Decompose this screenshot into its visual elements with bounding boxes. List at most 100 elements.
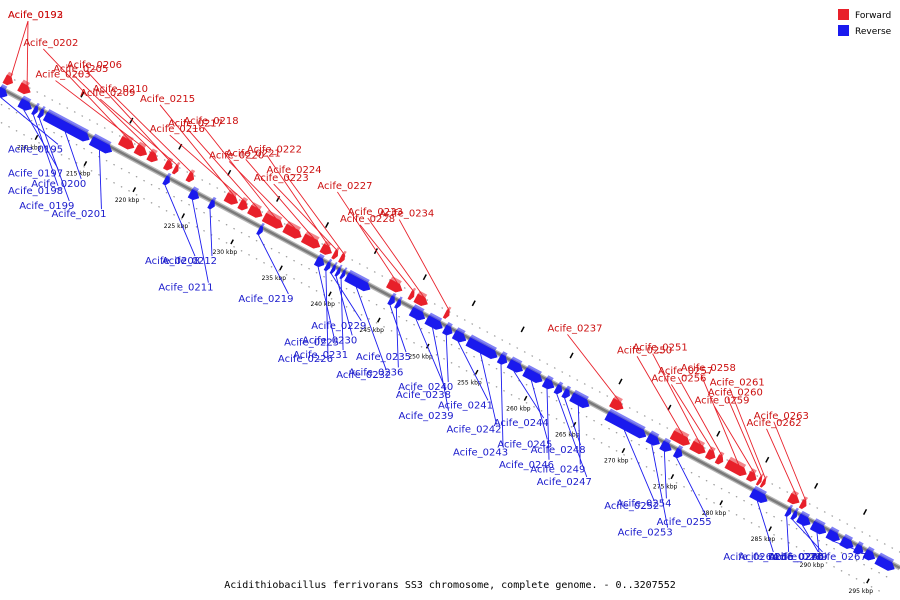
gene-top-face — [334, 262, 338, 266]
gene-top-face — [93, 133, 112, 146]
gene-label: Acife_0265 — [739, 552, 794, 563]
tick-mark-upper — [129, 117, 134, 124]
gene-arrow — [553, 384, 563, 395]
gene-acife_0223 — [331, 247, 340, 260]
tick-mark-upper — [422, 274, 427, 281]
label-leader — [415, 318, 447, 391]
gene-acife_0193 — [17, 79, 31, 95]
label-leader — [23, 109, 59, 169]
gene-label: Acife_0260 — [708, 387, 763, 398]
tick-mark — [866, 578, 870, 584]
gene-acife_0270 — [796, 510, 811, 527]
gene-arrow — [714, 454, 724, 465]
gene-acife_0264 — [749, 485, 768, 504]
gene-arrow — [496, 353, 508, 365]
gene-arrow — [344, 272, 371, 292]
gene-acife_0215 — [223, 189, 239, 205]
tick-mark-upper — [569, 352, 574, 359]
gene-label: Acife_0246 — [499, 460, 554, 471]
gene-top-face — [830, 526, 840, 534]
label-leader — [786, 516, 790, 553]
gene-acife_0220 — [282, 220, 302, 239]
gene-arrow — [874, 555, 895, 571]
gene-label: Acife_0261 — [710, 377, 765, 388]
tick-mark — [817, 552, 821, 558]
label-leader — [398, 219, 450, 311]
gene-arrow — [42, 111, 90, 142]
gene-label: Acife_0205 — [53, 64, 108, 75]
gene-label: Acife_0248 — [531, 445, 586, 456]
gene-acife_0211 — [187, 186, 200, 201]
gene-label: Acife_0230 — [302, 335, 357, 346]
gene-top-face — [7, 71, 14, 78]
gene-acife_0221 — [300, 230, 321, 249]
gene-top-face — [338, 264, 343, 269]
gene-top-face — [693, 438, 706, 446]
gene-arrow — [187, 189, 200, 201]
gene-acife_0229 — [329, 262, 338, 275]
gene-label: Acife_0216 — [150, 124, 205, 135]
tick-label: 235 kbp — [262, 275, 287, 282]
gene-arrow — [784, 507, 792, 518]
tick-label: 295 kbp — [849, 588, 874, 595]
label-leader — [245, 159, 315, 239]
gene-arrow — [796, 513, 811, 527]
gene-label: Acife_0221 — [226, 148, 281, 159]
legend-label-forward: Forward — [855, 11, 891, 21]
gene-top-face — [709, 446, 716, 452]
gene-arrow — [724, 459, 747, 477]
gene-top-face — [447, 306, 452, 311]
gene-acife_0227 — [385, 276, 403, 293]
legend-swatch-forward — [838, 9, 849, 20]
gene-top-face — [138, 141, 147, 149]
tick-mark — [230, 239, 234, 245]
gene-acife_0250 — [669, 427, 691, 446]
label-leader — [801, 524, 819, 553]
gene-label: Acife_0252 — [604, 501, 659, 512]
gene-label: Acife_0195 — [8, 144, 63, 155]
label-leader — [729, 388, 767, 480]
gene-label: Acife_0210 — [93, 84, 148, 95]
gene-arrow — [385, 278, 403, 293]
gene-label: Acife_0206 — [67, 60, 122, 71]
gene-arrow — [313, 256, 325, 268]
gene-top-face — [335, 247, 340, 252]
gene-label: Acife_0197 — [8, 169, 63, 180]
gene-top-face — [446, 322, 453, 328]
label-leader — [99, 98, 179, 167]
gene-acife_0197 — [17, 95, 32, 111]
gene-label: Acife_0200 — [31, 179, 86, 190]
tick-mark-upper — [862, 508, 868, 515]
gene-top-face — [166, 172, 172, 178]
label-leader — [164, 184, 196, 257]
gene-arrow — [672, 447, 683, 459]
tick-mark — [328, 291, 332, 297]
gene-top-face — [526, 364, 542, 375]
label-leader — [325, 270, 329, 354]
label-leader — [564, 398, 582, 446]
label-leader — [286, 175, 345, 256]
gene-top-face — [122, 133, 134, 142]
gene-acife_0242 — [465, 334, 498, 360]
gene-label: Acife_0266 — [769, 552, 824, 563]
gene-label: Acife_0225 — [284, 338, 339, 349]
gene-acife_0260 — [755, 473, 764, 486]
gene-top-face — [546, 375, 554, 382]
gene-label: Acife_0229 — [311, 321, 366, 332]
gene-arrow — [424, 315, 443, 330]
gene-top-face — [470, 334, 497, 351]
gene-arrow — [852, 543, 864, 555]
gene-arrow — [162, 175, 170, 186]
gene-acife_0212 — [207, 196, 217, 210]
tick-label: 215 kbp — [66, 171, 91, 178]
label-leader — [273, 183, 339, 252]
gene-top-face — [800, 510, 811, 518]
gene-acife_0202 — [117, 133, 135, 150]
gene-top-face — [328, 258, 333, 264]
label-leader — [317, 266, 335, 338]
tick-mark — [670, 474, 675, 480]
tick-mark — [34, 134, 39, 141]
label-leader — [513, 370, 545, 419]
label-leader — [355, 286, 387, 371]
